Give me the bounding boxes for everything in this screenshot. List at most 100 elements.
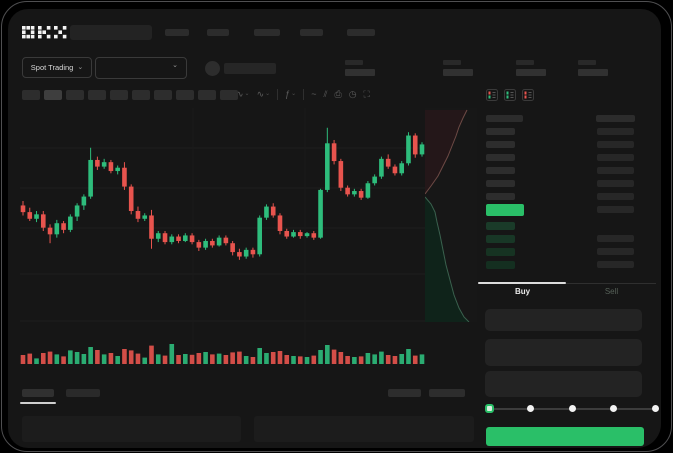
volume-bar (223, 355, 229, 364)
timeframe-chip-3[interactable] (88, 90, 106, 100)
volume-bar (101, 354, 107, 364)
volume-bar (325, 345, 330, 364)
bid-price-depth-bar-1[interactable] (486, 235, 515, 243)
slider-stop-50[interactable] (568, 405, 576, 412)
volume-bar (149, 345, 154, 364)
bottom-action-skeleton-0[interactable] (388, 389, 421, 397)
slider-stop-75[interactable] (610, 405, 617, 412)
ask-price-skeleton-4[interactable] (486, 180, 515, 187)
slider-handle[interactable] (484, 404, 494, 413)
screenshot-icon[interactable]: ⎙ (334, 88, 342, 99)
okx-logo (22, 26, 67, 39)
bottom-tab-skeleton-0[interactable] (22, 389, 54, 397)
tab-sell[interactable]: Sell (604, 287, 619, 296)
compare-icon[interactable]: ~ (311, 88, 317, 99)
slider-stop-25[interactable] (527, 405, 534, 412)
volume-bar (243, 356, 249, 364)
nav-item-skeleton-0[interactable] (165, 29, 189, 36)
global-search-skeleton[interactable] (70, 25, 152, 40)
fullscreen-icon[interactable]: ⛶ (363, 88, 370, 99)
volume-bar (20, 355, 26, 364)
book-col-header-price-skeleton (486, 115, 523, 122)
ask-amount-skeleton-0 (597, 128, 634, 135)
nav-item-skeleton-2[interactable] (254, 29, 280, 36)
candle (331, 143, 337, 162)
chevron-down-icon: ⌄ (172, 62, 178, 69)
volume-bar (189, 354, 195, 364)
ask-price-skeleton-2[interactable] (486, 154, 515, 161)
candle (304, 233, 310, 237)
volume-bar (61, 356, 66, 364)
tab-buy[interactable]: Buy (514, 287, 531, 296)
candle (81, 196, 87, 206)
candle (74, 205, 80, 217)
bid-price-depth-bar-3[interactable] (486, 261, 515, 269)
volume-bar (155, 354, 161, 364)
candle (68, 216, 73, 230)
bid-price-depth-bar-2[interactable] (486, 248, 515, 256)
timeframe-chip-4[interactable] (110, 90, 128, 100)
line-style-icon[interactable]: ∿ ⌄ (236, 88, 250, 99)
book-combined-icon[interactable] (486, 89, 498, 101)
timeframe-chip-7[interactable] (176, 90, 194, 100)
candle (34, 214, 39, 219)
chevron-down-icon: ⌄ (291, 91, 297, 97)
candle (203, 240, 208, 248)
order-input-skeleton-0[interactable] (485, 309, 642, 331)
volume-bar (250, 357, 256, 364)
candlestick-chart[interactable] (20, 108, 426, 370)
alert-icon[interactable]: ◷ (348, 88, 357, 99)
volume-bar (412, 355, 418, 364)
spot-trading-dropdown[interactable]: Spot Trading ⌄ (22, 57, 92, 78)
bottom-action-skeleton-1[interactable] (429, 389, 465, 397)
nav-item-skeleton-4[interactable] (347, 29, 375, 36)
candle (385, 158, 391, 167)
book-asks-icon[interactable] (522, 89, 534, 101)
ask-price-skeleton-3[interactable] (486, 167, 515, 174)
pair-name-skeleton (224, 63, 276, 74)
timeframe-chip-0[interactable] (22, 90, 40, 100)
ask-price-skeleton-5[interactable] (486, 193, 515, 200)
last-price-amount-skeleton (597, 206, 634, 213)
volume-bar (385, 355, 391, 364)
pair-selector-dropdown[interactable]: ⌄ (95, 57, 187, 79)
timeframe-chip-1[interactable] (44, 90, 62, 100)
nav-item-skeleton-1[interactable] (207, 29, 229, 36)
volume-bar (169, 344, 175, 364)
slider-stop-100[interactable] (651, 405, 659, 412)
timeframe-chip-5[interactable] (132, 90, 150, 100)
volume-bar (196, 353, 202, 364)
bid-price-depth-bar-0[interactable] (486, 222, 515, 230)
ask-price-skeleton-1[interactable] (486, 141, 515, 148)
submit-buy-button[interactable] (486, 427, 644, 446)
volume-bar (135, 353, 141, 364)
volume-bar (115, 356, 120, 364)
indicators-icon[interactable]: ƒ ⌄ (285, 88, 297, 99)
timeframe-chip-6[interactable] (154, 90, 172, 100)
ticker-stat-label-skeleton-1 (443, 60, 461, 65)
bottom-panel-0 (22, 416, 241, 442)
chevron-down-icon: ⌄ (77, 64, 84, 71)
timeframe-chip-8[interactable] (198, 90, 216, 100)
volume-bar (122, 349, 127, 364)
candle (122, 167, 127, 187)
last-price-bar (486, 204, 524, 216)
interval-style-icon[interactable]: ∿ ⌄ (256, 88, 271, 99)
order-input-skeleton-2[interactable] (485, 371, 642, 397)
order-input-skeleton-1[interactable] (485, 339, 642, 366)
book-bids-icon[interactable] (504, 89, 516, 101)
candle (142, 215, 148, 219)
timeframe-chip-2[interactable] (66, 90, 84, 100)
ask-price-skeleton-0[interactable] (486, 128, 515, 135)
ticker-stat-value-skeleton-0 (345, 69, 375, 76)
volume-bar (297, 356, 303, 364)
volume-bar (162, 355, 168, 364)
bottom-tab-skeleton-1[interactable] (66, 389, 100, 397)
volume-bar (392, 356, 398, 364)
nav-item-skeleton-3[interactable] (300, 29, 323, 36)
draw-tools-icon[interactable]: ⫽ (323, 88, 328, 99)
timeframe-chip-9[interactable] (220, 90, 238, 100)
volume-bar (399, 354, 405, 364)
volume-bar (237, 351, 242, 364)
